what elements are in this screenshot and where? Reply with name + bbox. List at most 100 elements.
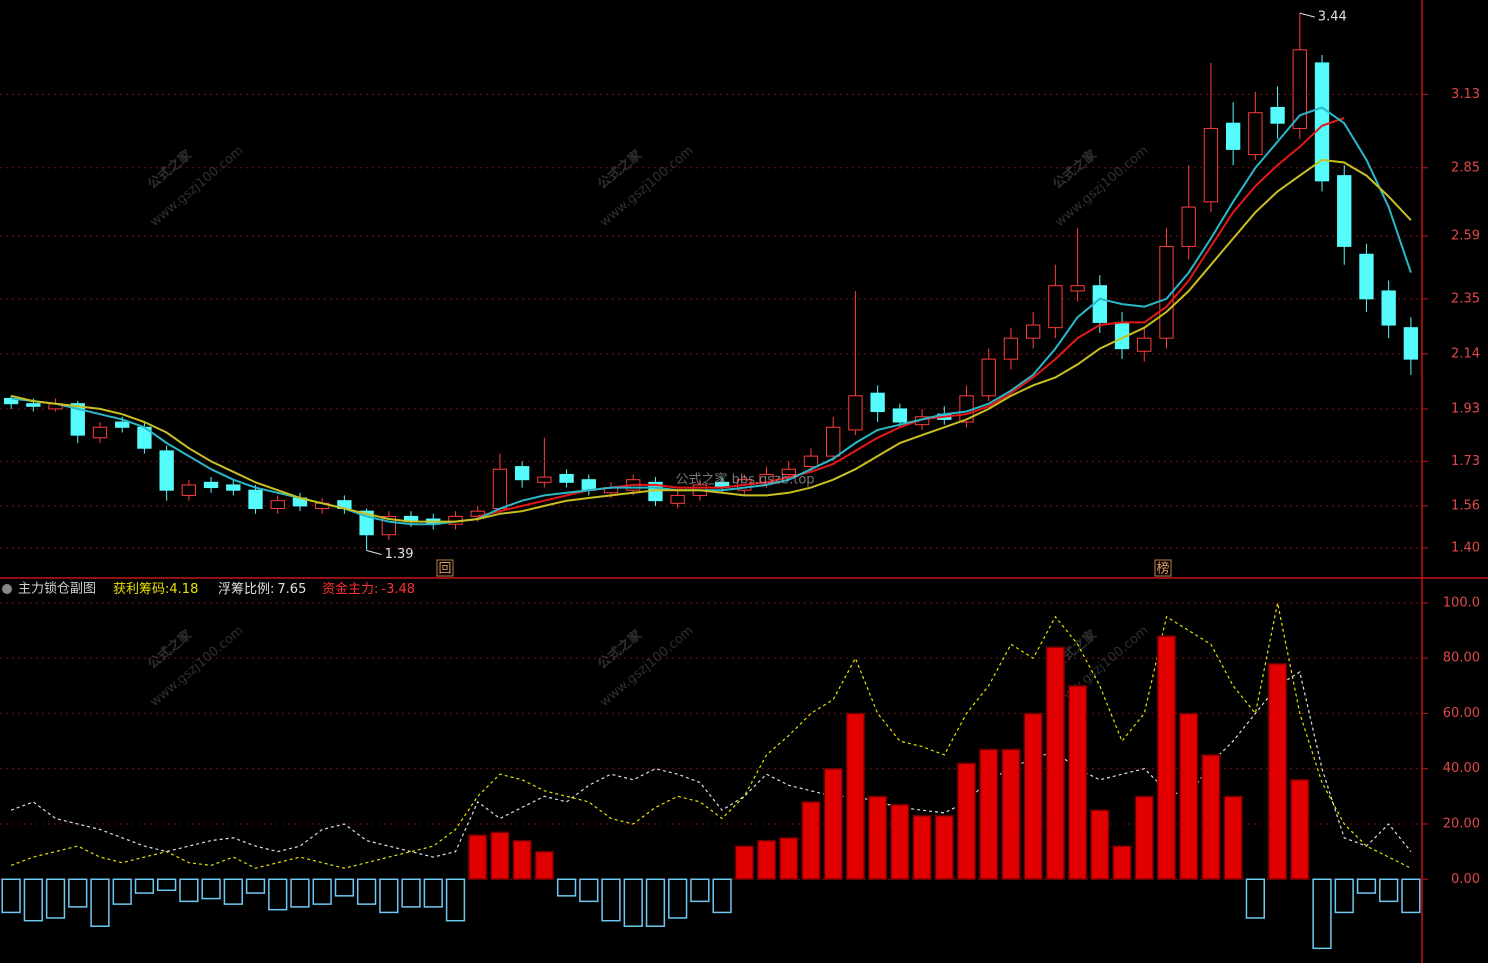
candle-body <box>781 468 796 475</box>
bar <box>1090 809 1110 881</box>
bar <box>956 762 977 881</box>
bar <box>334 878 355 897</box>
bar <box>379 878 399 914</box>
candle-body <box>1292 49 1307 129</box>
bar <box>979 748 999 881</box>
bar <box>1312 878 1332 950</box>
bar <box>468 834 488 881</box>
candle-body <box>870 392 885 413</box>
candle-body <box>1403 327 1419 360</box>
bar <box>179 878 199 903</box>
bar <box>157 878 177 892</box>
bar <box>201 878 221 900</box>
y-tick-label: 1.93 <box>1451 401 1480 416</box>
bar <box>245 878 266 894</box>
bar <box>1 878 21 914</box>
moving-average <box>10 158 1412 523</box>
bar <box>556 878 577 897</box>
y-tick-label: 80.00 <box>1443 651 1480 666</box>
bar <box>423 878 443 908</box>
min-label: 1.39 <box>385 547 414 562</box>
bar <box>801 801 821 881</box>
bar <box>268 878 288 911</box>
candle-body <box>1314 62 1330 182</box>
bar <box>290 878 310 908</box>
readout-value: -3.48 <box>381 582 415 597</box>
y-tick-label: 1.56 <box>1451 498 1480 513</box>
y-tick-label: 2.14 <box>1451 346 1480 361</box>
indicator-line <box>10 602 1412 869</box>
bar <box>756 839 777 881</box>
candle-body <box>226 484 241 491</box>
bar <box>868 795 888 881</box>
bar <box>401 878 421 908</box>
candle-body <box>981 358 996 397</box>
candle-body <box>159 450 174 491</box>
readout: 获利筹码:4.18 <box>113 581 198 597</box>
collapse-icon[interactable] <box>2 584 12 594</box>
candle-body <box>26 403 41 407</box>
bar <box>1134 795 1154 881</box>
candle-body <box>1181 206 1196 247</box>
y-tick-label: 1.40 <box>1451 540 1480 555</box>
candle-body <box>1248 112 1263 156</box>
bar <box>779 837 799 881</box>
bar <box>1290 779 1310 881</box>
readout-name: 浮筹比例: <box>218 581 274 597</box>
marker-box <box>1154 559 1172 577</box>
candle-body <box>514 466 530 481</box>
bar <box>134 878 155 894</box>
bar <box>890 803 910 881</box>
candle-body <box>92 426 108 439</box>
bar <box>823 767 843 881</box>
bar <box>645 878 666 927</box>
bar <box>1001 748 1021 881</box>
bar <box>1356 878 1377 894</box>
y-tick-label: 20.00 <box>1443 816 1480 831</box>
readout: 资金主力: -3.48 <box>322 581 415 597</box>
bar <box>601 878 621 922</box>
candle-body <box>115 421 130 428</box>
bar <box>1245 878 1265 919</box>
candle-body <box>892 408 908 423</box>
bar <box>312 878 332 905</box>
bar <box>23 878 43 922</box>
candle-body <box>492 468 508 510</box>
bar <box>1045 646 1066 881</box>
candle-body <box>270 500 285 510</box>
bar <box>90 878 110 927</box>
readout: 浮筹比例: 7.65 <box>218 581 306 597</box>
bar <box>1067 685 1088 881</box>
bar <box>1179 712 1199 881</box>
bar <box>734 845 754 881</box>
candle-body <box>1270 106 1285 124</box>
candle-body <box>248 489 263 510</box>
candle-body <box>559 473 574 483</box>
bar <box>490 831 510 881</box>
marker-box <box>436 559 454 577</box>
bar <box>623 878 643 927</box>
candle-body <box>1359 253 1374 300</box>
moving-average <box>10 106 1412 526</box>
bar <box>512 839 532 881</box>
candle-body <box>70 403 85 436</box>
bar <box>712 878 732 914</box>
candle-body <box>803 455 819 468</box>
moving-average <box>477 117 1345 518</box>
y-tick-label: 1.73 <box>1451 454 1480 469</box>
marker-label: 回 <box>438 562 451 577</box>
y-tick-label: 2.35 <box>1451 291 1480 306</box>
marker-label: 榜 <box>1156 561 1169 577</box>
bar <box>1334 878 1354 914</box>
candle-body <box>826 426 841 457</box>
bar <box>1156 635 1177 881</box>
max-label: 3.44 <box>1318 10 1347 25</box>
candle-body <box>1203 127 1219 203</box>
y-tick-label: 3.13 <box>1451 87 1480 102</box>
bar <box>356 878 377 905</box>
bar <box>445 878 466 922</box>
candle-body <box>848 395 863 431</box>
candle-body <box>670 494 685 504</box>
readout-value: 7.65 <box>277 582 306 597</box>
